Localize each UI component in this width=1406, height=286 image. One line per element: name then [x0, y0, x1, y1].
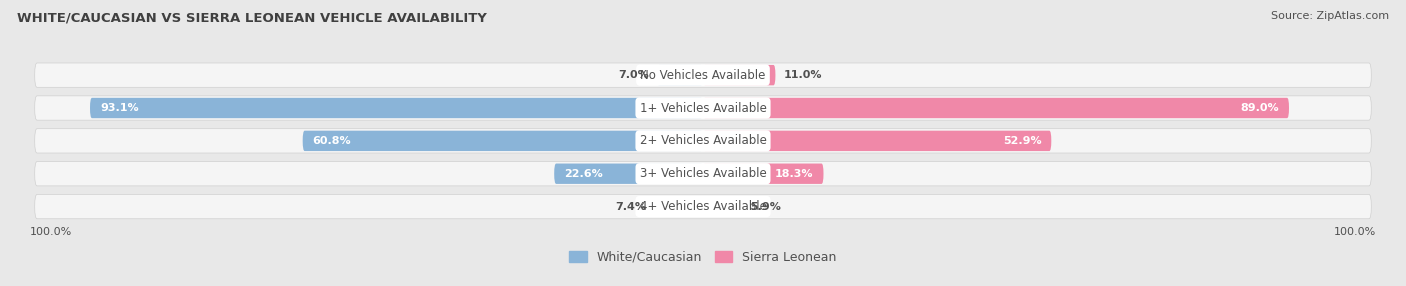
FancyBboxPatch shape: [35, 63, 1371, 87]
Text: No Vehicles Available: No Vehicles Available: [640, 69, 766, 82]
Text: 4+ Vehicles Available: 4+ Vehicles Available: [640, 200, 766, 213]
Text: 18.3%: 18.3%: [775, 169, 814, 179]
FancyBboxPatch shape: [703, 98, 1289, 118]
FancyBboxPatch shape: [703, 196, 742, 217]
Text: 100.0%: 100.0%: [1334, 227, 1376, 237]
FancyBboxPatch shape: [654, 196, 703, 217]
Text: 2+ Vehicles Available: 2+ Vehicles Available: [640, 134, 766, 147]
Text: 7.4%: 7.4%: [616, 202, 647, 212]
FancyBboxPatch shape: [302, 131, 703, 151]
FancyBboxPatch shape: [657, 65, 703, 85]
FancyBboxPatch shape: [35, 162, 1371, 186]
FancyBboxPatch shape: [90, 98, 703, 118]
Text: 5.9%: 5.9%: [749, 202, 780, 212]
Text: 1+ Vehicles Available: 1+ Vehicles Available: [640, 102, 766, 114]
Text: 52.9%: 52.9%: [1002, 136, 1042, 146]
Text: 11.0%: 11.0%: [783, 70, 823, 80]
Text: 7.0%: 7.0%: [619, 70, 650, 80]
Text: 93.1%: 93.1%: [100, 103, 139, 113]
Text: WHITE/CAUCASIAN VS SIERRA LEONEAN VEHICLE AVAILABILITY: WHITE/CAUCASIAN VS SIERRA LEONEAN VEHICL…: [17, 11, 486, 24]
Text: Source: ZipAtlas.com: Source: ZipAtlas.com: [1271, 11, 1389, 21]
FancyBboxPatch shape: [703, 131, 1052, 151]
Text: 60.8%: 60.8%: [312, 136, 352, 146]
Text: 3+ Vehicles Available: 3+ Vehicles Available: [640, 167, 766, 180]
FancyBboxPatch shape: [35, 194, 1371, 219]
FancyBboxPatch shape: [703, 164, 824, 184]
FancyBboxPatch shape: [703, 65, 776, 85]
FancyBboxPatch shape: [554, 164, 703, 184]
Text: 89.0%: 89.0%: [1240, 103, 1279, 113]
Legend: White/Caucasian, Sierra Leonean: White/Caucasian, Sierra Leonean: [564, 246, 842, 269]
Text: 22.6%: 22.6%: [564, 169, 603, 179]
Text: 100.0%: 100.0%: [30, 227, 72, 237]
FancyBboxPatch shape: [35, 96, 1371, 120]
FancyBboxPatch shape: [35, 129, 1371, 153]
